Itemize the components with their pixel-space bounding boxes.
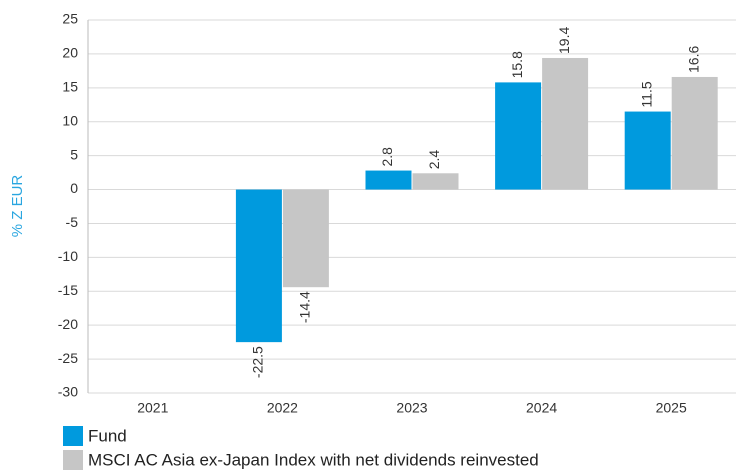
x-tick-label: 2024 — [526, 400, 557, 416]
bar — [365, 170, 412, 190]
legend-text: MSCI AC Asia ex-Japan Index with net div… — [88, 450, 539, 469]
y-tick-label: 5 — [70, 146, 78, 162]
legend-swatch — [63, 426, 83, 446]
data-label: 2.8 — [379, 147, 395, 167]
y-tick-label: 15 — [62, 79, 78, 95]
bar — [624, 111, 671, 190]
y-tick-label: 0 — [70, 180, 78, 196]
y-tick-label: 20 — [62, 45, 78, 61]
x-tick-label: 2021 — [137, 400, 168, 416]
y-tick-label: 10 — [62, 112, 78, 128]
data-label: 2.4 — [426, 150, 442, 170]
bar — [671, 76, 718, 190]
bar — [495, 82, 542, 190]
legend-text: Fund — [88, 426, 127, 445]
data-label: 16.6 — [685, 46, 701, 73]
y-tick-label: -10 — [58, 248, 78, 264]
y-tick-label: -20 — [58, 316, 78, 332]
y-tick-label: 25 — [62, 11, 78, 27]
bar — [235, 189, 282, 343]
x-tick-label: 2025 — [656, 400, 687, 416]
data-label: -14.4 — [297, 291, 313, 323]
y-tick-label: -30 — [58, 384, 78, 400]
bar — [542, 57, 589, 190]
y-tick-label: -5 — [66, 214, 79, 230]
data-label: 11.5 — [638, 81, 654, 107]
legend-swatch — [63, 450, 83, 470]
bar — [282, 189, 329, 288]
x-tick-label: 2022 — [267, 400, 298, 416]
data-label: 19.4 — [556, 27, 572, 54]
bar — [412, 173, 459, 190]
y-tick-label: -15 — [58, 282, 78, 298]
y-tick-label: -25 — [58, 350, 78, 366]
data-label: -22.5 — [250, 346, 266, 378]
data-label: 15.8 — [509, 51, 525, 78]
y-axis-label: % Z EUR — [9, 175, 26, 238]
x-tick-label: 2023 — [396, 400, 427, 416]
